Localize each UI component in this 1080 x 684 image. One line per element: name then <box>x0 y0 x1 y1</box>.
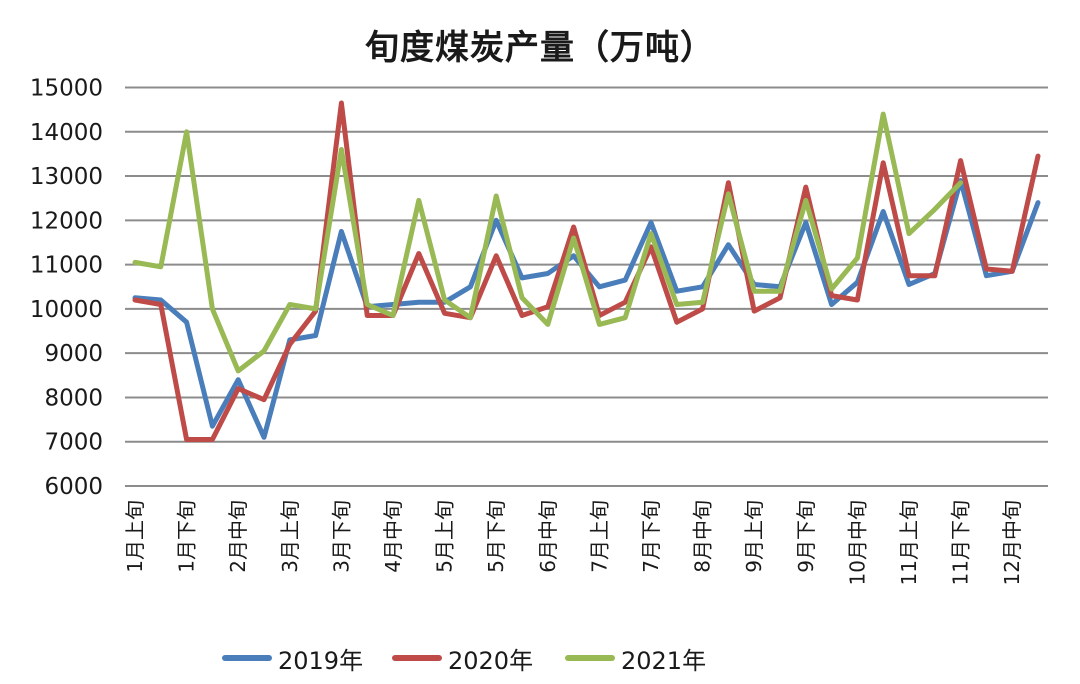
x-tick-label: 5月下旬 <box>484 500 508 573</box>
series-lines <box>132 100 1041 442</box>
y-tick-label: 15000 <box>30 76 103 102</box>
y-tick-label: 11000 <box>30 253 103 279</box>
chart-title: 旬度煤炭产量（万吨） <box>365 28 715 68</box>
x-tick-label: 3月下旬 <box>329 500 353 573</box>
x-tick-label: 9月下旬 <box>794 500 818 573</box>
y-tick-label: 9000 <box>44 341 103 367</box>
x-tick-label: 2月中旬 <box>226 500 250 573</box>
x-tick-label: 9月上旬 <box>742 500 766 573</box>
y-tick-label: 13000 <box>30 164 103 190</box>
x-tick-label: 1月上旬 <box>123 500 147 573</box>
legend-label: 2019年 <box>278 646 364 675</box>
x-axis-labels: 1月上旬 1月下旬 2月中旬 3月上旬 3月下旬 4月中旬 5月上旬 5月下旬 6月中旬 7月上旬… <box>123 500 1024 585</box>
legend-swatch-2019 <box>222 655 272 661</box>
y-tick-label: 7000 <box>44 430 103 456</box>
x-tick-label: 5月上旬 <box>433 500 457 573</box>
legend-swatch-2021 <box>565 655 615 661</box>
x-tick-label: 12月中旬 <box>1000 500 1024 585</box>
legend-item-2021: 2021年 <box>565 640 706 676</box>
y-tick-label: 14000 <box>30 120 103 146</box>
y-axis-labels: 15000 14000 13000 12000 11000 10000 9000 8000 70… <box>30 76 103 501</box>
gridlines <box>125 86 1048 487</box>
legend-item-2020: 2020年 <box>392 640 533 676</box>
legend-label: 2021年 <box>621 646 707 675</box>
x-tick-label: 7月上旬 <box>587 500 611 573</box>
series-line-2021年 <box>132 111 964 374</box>
y-tick-label: 8000 <box>44 385 103 411</box>
x-tick-label: 11月下旬 <box>949 500 973 585</box>
y-tick-label: 6000 <box>44 474 103 500</box>
x-tick-label: 8月中旬 <box>691 500 715 573</box>
x-tick-label: 7月下旬 <box>639 500 663 573</box>
x-tick-label: 6月中旬 <box>536 500 560 573</box>
legend-label: 2020年 <box>448 646 534 675</box>
x-tick-label: 11月上旬 <box>897 500 921 585</box>
x-tick-label: 4月中旬 <box>381 500 405 573</box>
x-tick-label: 3月上旬 <box>278 500 302 573</box>
x-tick-label: 10月中旬 <box>845 500 869 585</box>
y-tick-label: 10000 <box>30 297 103 323</box>
legend-swatch-2020 <box>392 655 442 661</box>
series-line-2020年 <box>132 100 1041 442</box>
legend: 2019年 2020年 2021年 <box>0 640 1080 676</box>
y-tick-label: 12000 <box>30 208 103 234</box>
x-tick-label: 1月下旬 <box>175 500 199 573</box>
legend-item-2019: 2019年 <box>222 640 363 676</box>
